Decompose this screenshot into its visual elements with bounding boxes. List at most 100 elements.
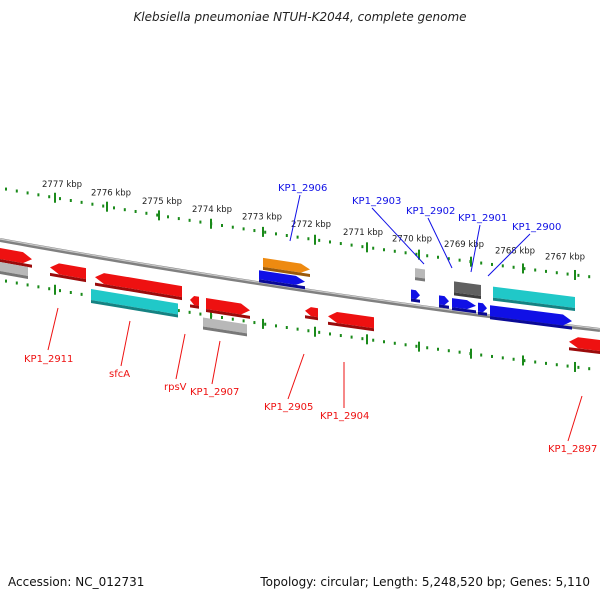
tick-lower	[393, 341, 396, 345]
label-rpsV[interactable]: rpsV	[164, 382, 187, 393]
tick-lower	[329, 332, 331, 336]
gene-KP1_2904-body[interactable]	[328, 312, 374, 329]
gene-KP1_2900-cyan[interactable]	[493, 286, 575, 311]
gene-KP1_2911[interactable]	[50, 263, 86, 283]
gene-KP1_2911-body[interactable]	[50, 263, 86, 280]
tick-upper	[199, 220, 202, 224]
label-KP1_2897[interactable]: KP1_2897	[548, 444, 597, 455]
gene-KP1_2902[interactable]	[439, 295, 449, 309]
tick-upper	[555, 271, 558, 275]
gene-darkgray-body[interactable]	[454, 281, 481, 296]
label-KP1_2904[interactable]: KP1_2904	[320, 411, 369, 422]
gene-KP1_2901a-body[interactable]	[452, 298, 476, 310]
tick-upper	[37, 193, 40, 197]
gene-red-mid-body[interactable]	[206, 298, 250, 315]
gene-KP1_2907-body[interactable]	[203, 317, 247, 334]
gene-left-gray-body[interactable]	[0, 262, 28, 276]
gene-KP1_2900[interactable]	[490, 305, 572, 330]
tick-upper	[188, 218, 191, 222]
gene-KP1_2906b-body[interactable]	[259, 270, 305, 285]
tick-upper	[372, 246, 375, 250]
gene-red-long-body[interactable]	[95, 273, 182, 298]
tick-upper	[566, 272, 569, 276]
tick-upper	[113, 206, 115, 210]
leader-KP1_2902	[427, 217, 453, 269]
label-KP1_2905[interactable]: KP1_2905	[264, 402, 313, 413]
tick-upper	[296, 235, 299, 239]
gene-left-gray[interactable]	[0, 262, 28, 279]
label-sfcA[interactable]: sfcA	[109, 369, 130, 380]
gene-KP1_2905-shade	[305, 315, 318, 321]
gene-KP1_2906b[interactable]	[259, 270, 305, 290]
gene-rpsV[interactable]	[190, 296, 199, 309]
tick-lower	[566, 364, 569, 368]
scale-label: 2774 kbp	[192, 205, 232, 215]
tick-upper	[415, 252, 418, 256]
gene-KP1_2904[interactable]	[328, 312, 374, 332]
gene-KP1_2905-body[interactable]	[305, 307, 318, 318]
scale-label: 2772 kbp	[291, 220, 331, 230]
gene-KP1_2903[interactable]	[411, 289, 420, 303]
gene-features[interactable]	[0, 248, 600, 354]
gene-KP1_2902-body[interactable]	[439, 295, 449, 306]
tick-lower	[361, 337, 364, 341]
gene-KP1_2903-body[interactable]	[411, 289, 420, 300]
gene-sfcA-body[interactable]	[91, 289, 178, 315]
tick-upper	[404, 251, 407, 255]
tick-lower	[48, 287, 51, 291]
gene-KP1_2897[interactable]	[569, 337, 600, 354]
tick-upper	[167, 215, 169, 219]
tick-upper	[59, 197, 61, 201]
leader-KP1_2906	[289, 194, 301, 242]
gene-KP1_2906b-shade	[259, 279, 305, 290]
tick-lower	[26, 283, 29, 287]
scale-label: 2771 kbp	[343, 228, 383, 238]
leader-KP1_2901	[470, 224, 481, 273]
tick-lower	[415, 344, 418, 348]
gene-KP1_2907[interactable]	[203, 317, 247, 337]
label-KP1_2911[interactable]: KP1_2911	[24, 354, 73, 365]
tick-lower	[491, 354, 493, 358]
tick-lower	[15, 281, 18, 285]
label-KP1_2901[interactable]: KP1_2901	[458, 213, 507, 224]
gene-left-red[interactable]	[0, 248, 32, 268]
tick-lower	[285, 326, 288, 330]
gene-KP1_2906-body[interactable]	[263, 257, 310, 273]
tick-upper	[156, 213, 159, 217]
gene-sfcA[interactable]	[91, 289, 178, 318]
gene-sfcA-shade	[91, 300, 178, 318]
gene-red-long[interactable]	[95, 273, 182, 301]
gene-KP1_2897-body[interactable]	[569, 337, 600, 351]
gene-KP1_2903-shade	[411, 298, 420, 303]
tick-lower	[404, 343, 407, 347]
label-KP1_2903[interactable]: KP1_2903	[352, 196, 401, 207]
tick-lower	[264, 322, 267, 326]
gene-KP1_2911-shade	[50, 272, 86, 283]
tick-upper	[437, 255, 439, 259]
gene-KP1_2901b-body[interactable]	[478, 302, 487, 313]
label-KP1_2902[interactable]: KP1_2902	[406, 206, 455, 217]
gene-left-red-body[interactable]	[0, 248, 32, 264]
gene-KP1_2905[interactable]	[305, 307, 318, 321]
label-KP1_2907[interactable]: KP1_2907	[190, 387, 239, 398]
gene-KP1_2900-body[interactable]	[490, 305, 572, 326]
gene-rpsV-body[interactable]	[190, 296, 199, 306]
gene-KP1_2900-cyan-body[interactable]	[493, 286, 575, 308]
gene-KP1_2906[interactable]	[263, 257, 310, 277]
scale-label: 2767 kbp	[545, 253, 585, 263]
scale-label: 2775 kbp	[142, 197, 182, 207]
tick-upper	[253, 229, 256, 233]
gene-KP1_2901a[interactable]	[452, 298, 476, 314]
gene-darkgray[interactable]	[454, 281, 481, 299]
tick-lower	[242, 319, 245, 323]
gene-gray-small-body[interactable]	[415, 268, 425, 279]
gene-gray-small[interactable]	[415, 268, 425, 282]
label-KP1_2900[interactable]: KP1_2900	[512, 222, 561, 233]
gene-KP1_2901b[interactable]	[478, 302, 487, 316]
gene-red-mid[interactable]	[206, 298, 250, 319]
tick-lower	[296, 327, 299, 331]
label-KP1_2906[interactable]: KP1_2906	[278, 183, 327, 194]
tick-upper	[588, 275, 591, 279]
tick-upper	[329, 240, 331, 244]
